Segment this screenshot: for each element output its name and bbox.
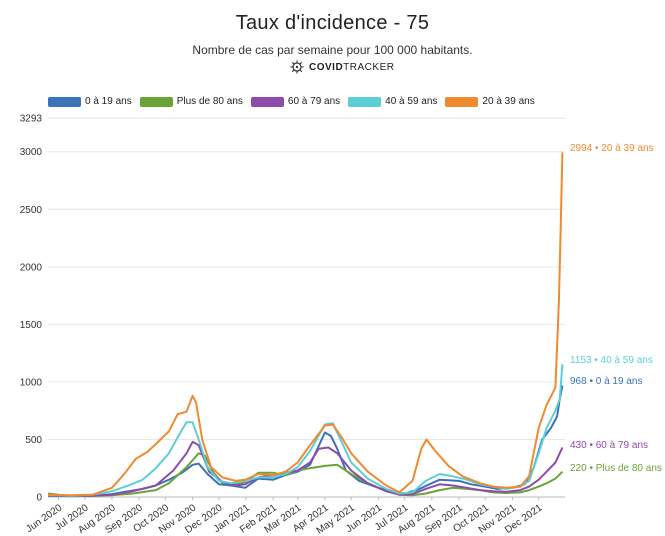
- legend-swatch: [250, 96, 284, 107]
- brand-logo: COVIDTRACKER: [290, 59, 394, 75]
- y-tick-label: 1000: [20, 377, 43, 388]
- series-line-plus-de-80-ans: [47, 452, 564, 497]
- series-line-0-19-ans: [47, 385, 564, 498]
- y-tick-label: 3000: [20, 147, 43, 158]
- series-line-40-59-ans: [47, 364, 564, 497]
- legend-swatch: [139, 96, 173, 107]
- legend-label: 20 à 39 ans: [482, 96, 535, 107]
- legend-swatch: [348, 96, 382, 107]
- legend-item[interactable]: 60 à 79 ans: [250, 96, 341, 107]
- legend-swatch: [445, 96, 479, 107]
- series-end-label: 968 • 0 à 19 ans: [570, 376, 642, 387]
- legend-item[interactable]: Plus de 80 ans: [139, 96, 243, 107]
- series-line-60-79-ans: [47, 440, 564, 497]
- virus-icon: [290, 60, 304, 74]
- y-tick-label: 3293: [20, 114, 43, 125]
- legend-label: 0 à 19 ans: [85, 96, 132, 107]
- y-tick-label: 500: [25, 435, 42, 446]
- legend-swatch: [48, 96, 81, 107]
- y-tick-label: 2500: [20, 205, 43, 216]
- series-end-label: 1153 • 40 à 59 ans: [570, 355, 653, 366]
- series-end-label: 220 • Plus de 80 ans: [570, 463, 662, 474]
- legend-item[interactable]: 40 à 59 ans: [348, 96, 437, 107]
- chart-subtitle: Nombre de cas par semaine pour 100 000 h…: [192, 43, 473, 57]
- y-tick-label: 1500: [20, 320, 43, 331]
- chart-title: Taux d'incidence - 75: [235, 12, 430, 34]
- series-line-20-39-ans: [47, 152, 564, 497]
- brand-name: COVIDTRACKER: [309, 61, 395, 73]
- legend-label: Plus de 80 ans: [176, 96, 243, 107]
- chart-legend: 0 à 19 ans Plus de 80 ans 60 à 79 ans 40 à …: [48, 96, 535, 107]
- y-tick-label: 0: [36, 493, 42, 504]
- legend-label: 40 à 59 ans: [385, 96, 438, 107]
- series-end-label: 430 • 60 à 79 ans: [570, 440, 648, 451]
- legend-item[interactable]: 0 à 19 ans: [48, 96, 132, 107]
- legend-item[interactable]: 20 à 39 ans: [445, 96, 535, 107]
- series-end-label: 2994 • 20 à 39 ans: [570, 143, 654, 154]
- y-tick-label: 2000: [20, 262, 43, 273]
- legend-label: 60 à 79 ans: [287, 96, 341, 107]
